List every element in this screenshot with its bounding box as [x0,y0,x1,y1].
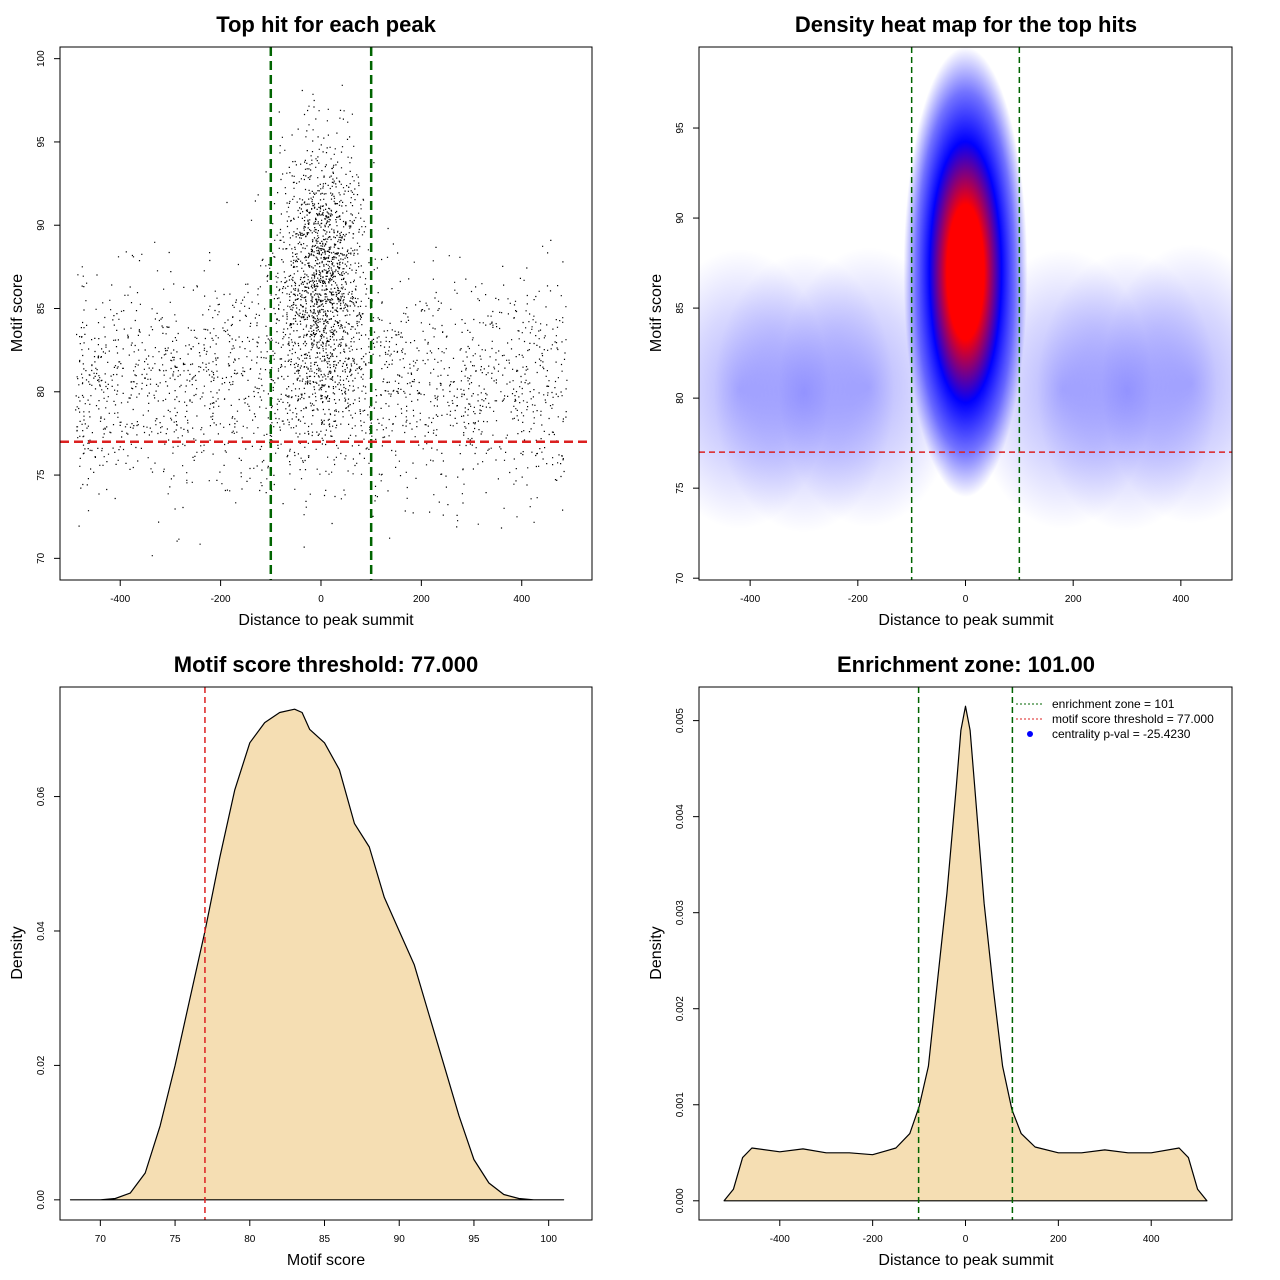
scatter-panel: Top hit for each peak -400 -200 0 200 400 70… [9,12,593,629]
scatter-y-tick-label: 75 [36,469,47,481]
scatter-x-tick-label: -400 [110,594,130,605]
heatmap-y-tick-label: 70 [675,572,686,584]
score-x-tick-label: 70 [95,1234,107,1245]
enrichment-zone-lines [917,687,1014,1220]
score-y-tick-label: 0.00 [36,1190,47,1210]
scatter-y-tick-label: 85 [36,303,47,315]
scatter-points-path [75,84,568,557]
heatmap-y-tick-label: 75 [675,482,686,494]
scatter-y-label: Motif score [9,274,26,352]
scatter-points [75,84,568,557]
enrichment-x-axis: -400 -200 0 200 400 [770,1220,1160,1245]
heatmap-x-label: Distance to peak summit [878,612,1054,629]
scatter-x-tick-label: -200 [211,594,231,605]
heatmap-x-axis: -400 -200 0 200 400 [740,580,1190,605]
enrichment-density-area [723,705,1208,1202]
heatmap-background-density [1101,243,1232,524]
scatter-x-tick-label: 0 [318,594,324,605]
score-x-axis: 70 75 80 85 90 95 100 [95,1220,557,1245]
enrichment-x-tick-label: 200 [1050,1234,1067,1245]
heatmap-y-tick-label: 95 [675,122,686,134]
scatter-reference-lines [60,47,592,580]
score-y-tick-label: 0.06 [36,786,47,806]
heatmap-title: Density heat map for the top hits [795,12,1137,37]
score-y-tick-label: 0.04 [36,921,47,941]
heatmap-y-label: Motif score [648,274,665,352]
heatmap-x-tick-label: -200 [848,594,868,605]
heatmap-y-tick-label: 90 [675,212,686,224]
heatmap-reference-lines [699,47,1232,580]
heatmap-panel: Density heat map for the top hits -400 -2… [648,12,1233,629]
enrichment-y-tick-label: 0.002 [675,996,686,1021]
score-y-axis: 0.00 0.02 0.04 0.06 [36,786,60,1210]
enrichment-x-tick-label: -200 [863,1234,883,1245]
score-density-area [69,708,565,1201]
scatter-plot-frame [59,46,593,581]
scatter-y-axis: 70 75 80 85 90 95 100 [36,50,60,564]
enrichment-panel: Enrichment zone: 101.00 -400 -200 0 200 400 … [648,652,1233,1269]
heatmap-hotspot [903,47,1028,498]
heatmap-density [699,47,1232,533]
scatter-title: Top hit for each peak [216,12,436,37]
heatmap-x-tick-label: 200 [1065,594,1082,605]
scatter-y-tick-label: 100 [36,50,47,67]
legend-pval-dot-icon [1027,731,1033,737]
score-x-label: Motif score [287,1252,365,1269]
enrichment-y-tick-label: 0.000 [675,1188,686,1213]
score-density-title: Motif score threshold: 77.000 [174,652,478,677]
scatter-y-tick-label: 90 [36,219,47,231]
scatter-y-tick-label: 70 [36,552,47,564]
enrichment-x-tick-label: -400 [770,1234,790,1245]
scatter-y-tick-label: 95 [36,136,47,148]
score-plot-frame [59,686,593,1221]
enrichment-y-tick-label: 0.005 [675,708,686,733]
enrichment-x-tick-label: 0 [963,1234,969,1245]
enrichment-y-tick-label: 0.003 [675,900,686,925]
score-x-tick-label: 95 [468,1234,480,1245]
heatmap-x-tick-label: -400 [740,594,760,605]
score-x-tick-label: 75 [170,1234,182,1245]
heatmap-y-axis: 70 75 80 85 90 95 [675,122,699,584]
score-x-tick-label: 85 [319,1234,331,1245]
score-x-tick-label: 100 [540,1234,557,1245]
heatmap-x-tick-label: 400 [1173,594,1190,605]
enrichment-title: Enrichment zone: 101.00 [837,652,1095,677]
enrichment-x-label: Distance to peak summit [878,1252,1054,1269]
score-density-panel: Motif score threshold: 77.000 70 75 80 85 90… [9,652,593,1269]
score-x-tick-label: 80 [244,1234,256,1245]
scatter-x-tick-label: 200 [413,594,430,605]
scatter-y-tick-label: 80 [36,386,47,398]
legend-entry-threshold: motif score threshold = 77.000 [1052,712,1214,726]
score-x-tick-label: 90 [394,1234,406,1245]
enrichment-legend: enrichment zone = 101 motif score thresh… [1016,697,1214,741]
heatmap-x-tick-label: 0 [963,594,969,605]
scatter-x-label: Distance to peak summit [238,612,414,629]
enrichment-x-tick-label: 400 [1143,1234,1160,1245]
legend-entry-zone: enrichment zone = 101 [1052,697,1175,711]
score-y-tick-label: 0.02 [36,1055,47,1075]
scatter-x-axis: -400 -200 0 200 400 [110,580,531,605]
scatter-x-tick-label: 400 [513,594,530,605]
enrichment-y-axis: 0.000 0.001 0.002 0.003 0.004 0.005 [675,708,699,1213]
heatmap-y-tick-label: 80 [675,392,686,404]
enrichment-y-tick-label: 0.004 [675,804,686,829]
enrichment-y-tick-label: 0.001 [675,1092,686,1117]
enrichment-y-label: Density [648,926,665,979]
heatmap-y-tick-label: 85 [675,302,686,314]
legend-entry-pval: centrality p-val = -25.4230 [1052,727,1191,741]
score-y-label: Density [9,926,26,979]
